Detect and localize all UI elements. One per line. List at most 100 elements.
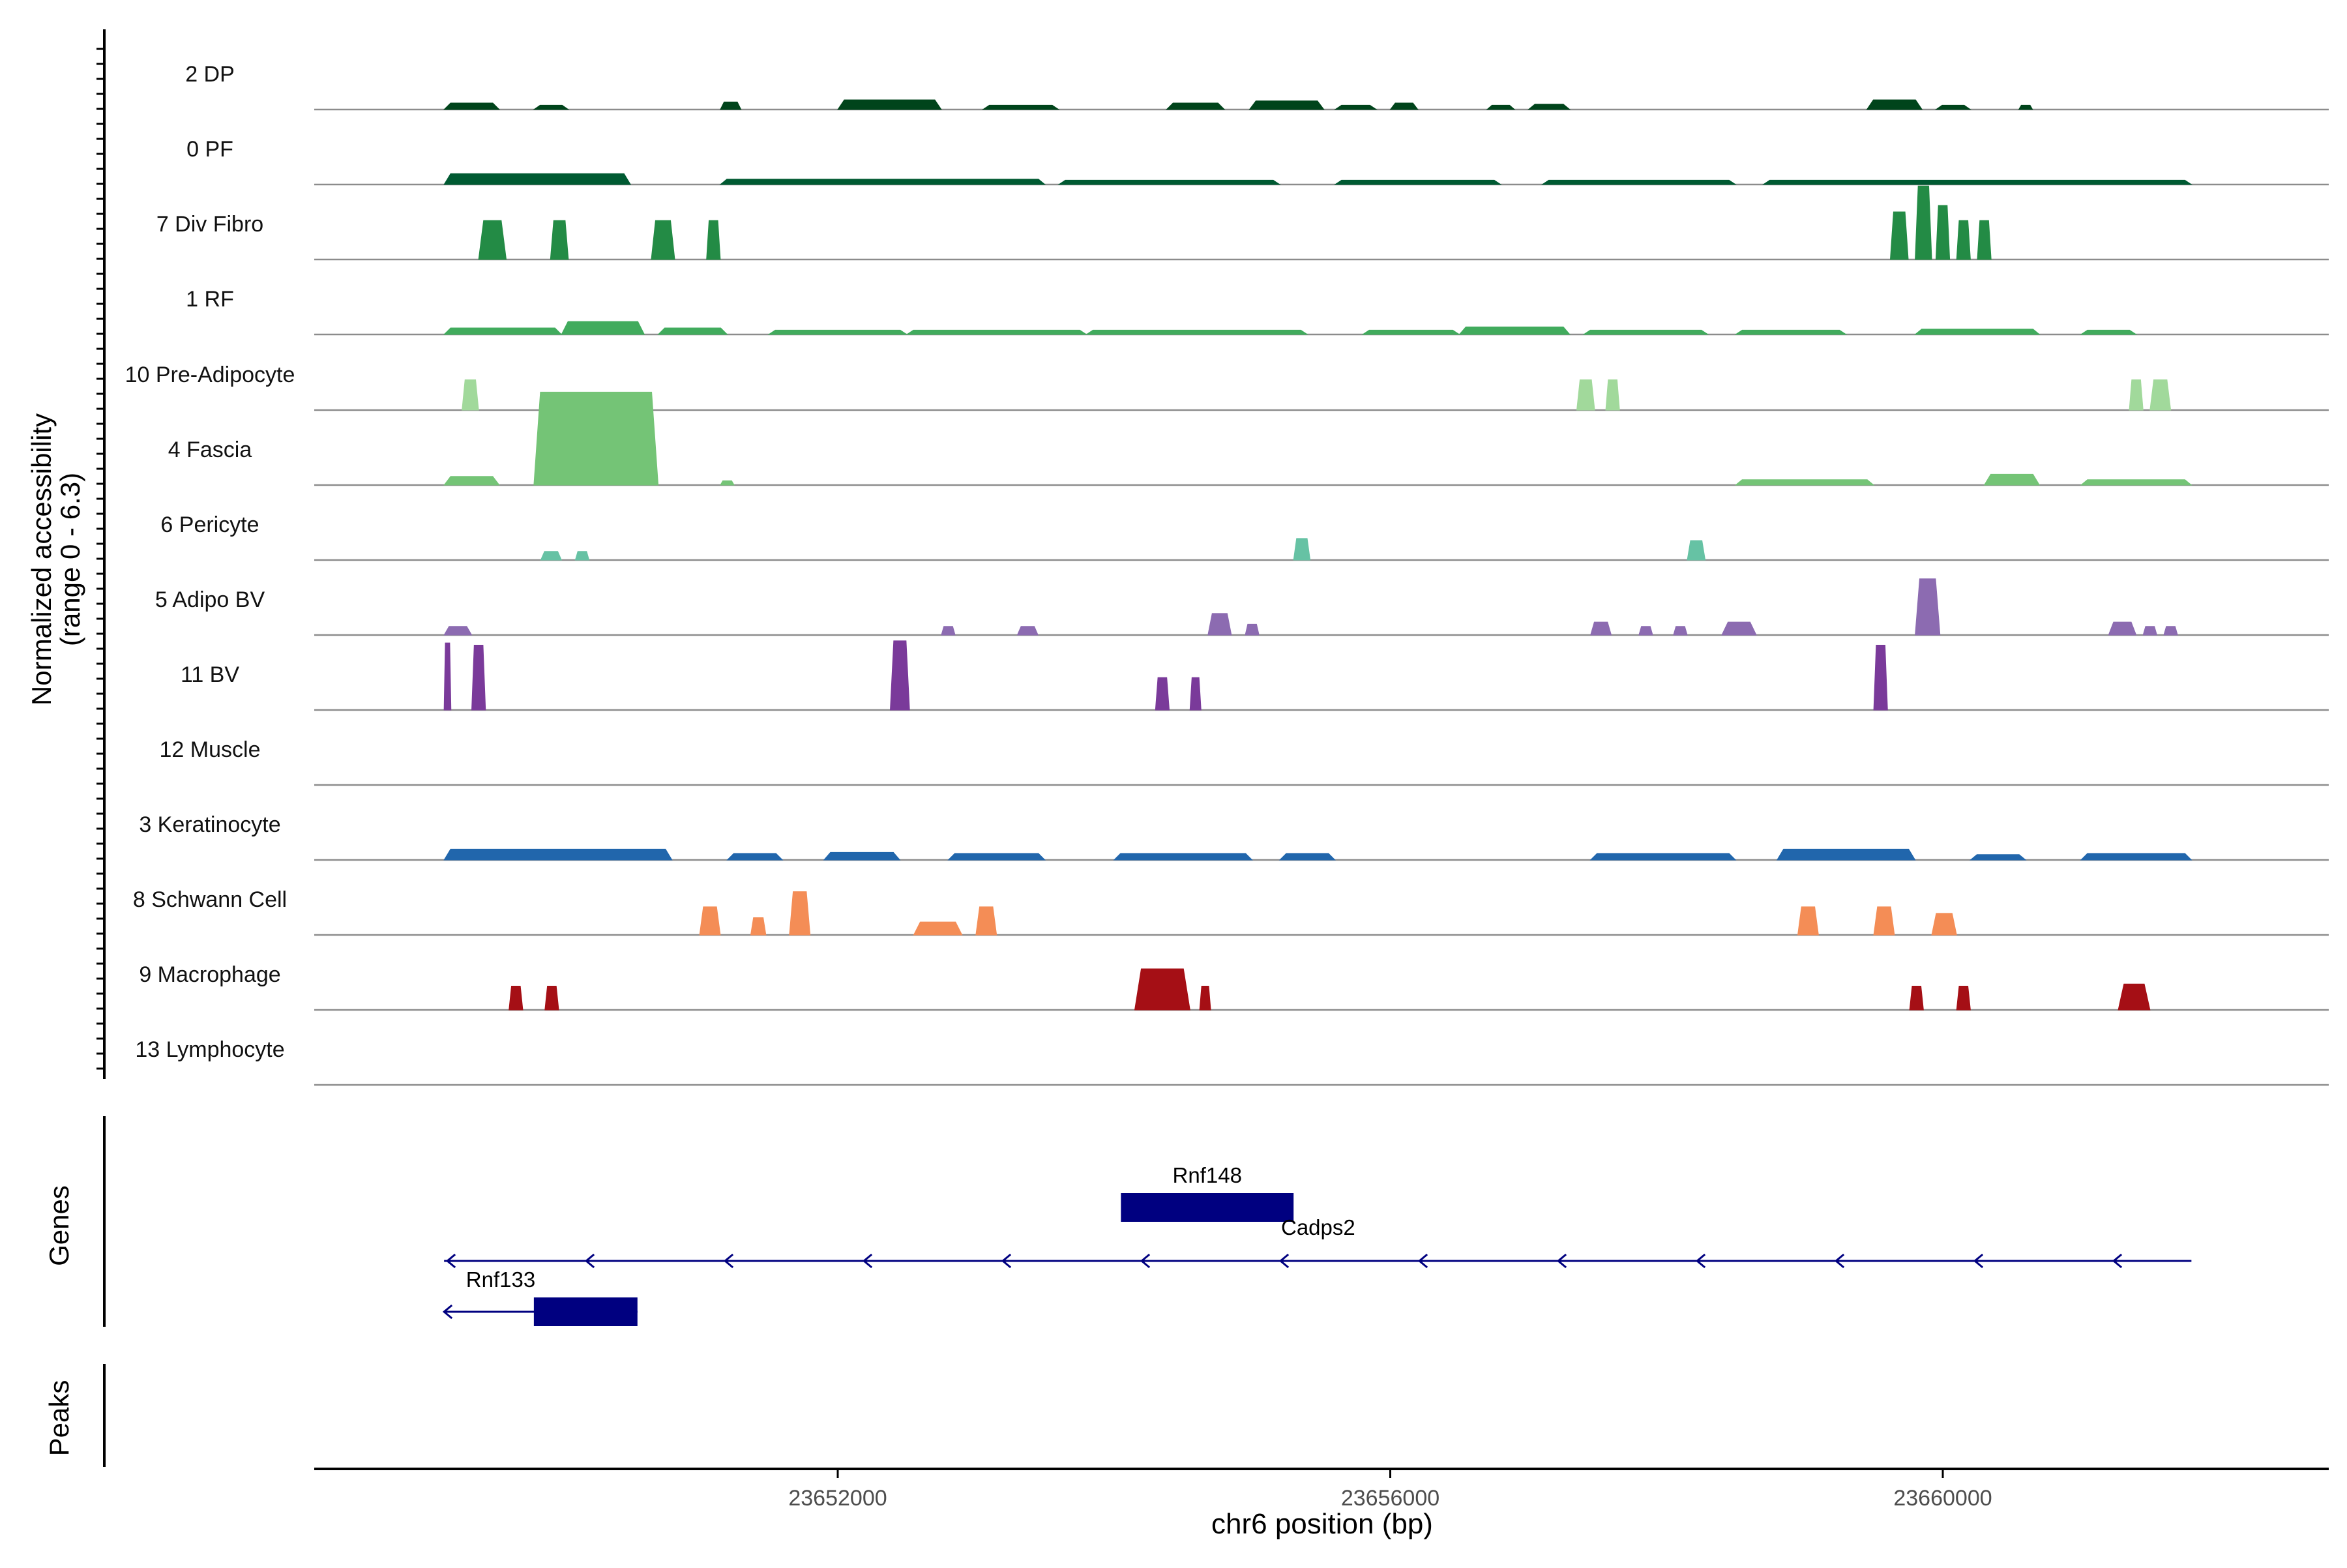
strand-arrow xyxy=(862,1253,873,1269)
coverage-peak xyxy=(2118,983,2151,1011)
track-label: 7 Div Fibro xyxy=(156,212,263,237)
coverage-peak xyxy=(1278,853,1336,861)
track-label: 11 BV xyxy=(181,662,239,687)
strand-arrow xyxy=(445,1253,456,1269)
track-label: 0 PF xyxy=(186,137,233,162)
coverage-peak xyxy=(1199,986,1211,1011)
track-5: 10 Pre-Adipocyte xyxy=(125,362,2329,411)
coverage-peak xyxy=(706,220,721,260)
coverage-peak xyxy=(1590,621,1612,636)
coverage-peak xyxy=(1977,220,1992,260)
x-tick-label: 23652000 xyxy=(788,1486,887,1511)
gene-label: Rnf133 xyxy=(466,1267,535,1292)
coverage-peak xyxy=(975,906,997,936)
coverage-peak xyxy=(719,179,1046,185)
x-axis-label: chr6 position (bp) xyxy=(1211,1508,1433,1540)
coverage-peak xyxy=(750,917,767,936)
coverage-peak xyxy=(443,102,501,110)
track-label: 4 Fascia xyxy=(168,437,252,462)
coverage-peak xyxy=(1776,848,1916,861)
coverage-peak xyxy=(1866,99,1923,110)
coverage-peak xyxy=(1085,329,1309,335)
coverage-peak xyxy=(1931,913,1957,936)
coverage-peak xyxy=(1638,626,1653,636)
coverage-peak xyxy=(2018,104,2033,110)
genes-layer: Rnf148 Cadps2 Rnf133 xyxy=(442,1163,2192,1326)
coverage-peak xyxy=(823,851,901,861)
coverage-peak xyxy=(1293,538,1311,561)
coverage-peak xyxy=(1361,329,1461,335)
coverage-peak xyxy=(2149,379,2172,411)
coverage-peak xyxy=(1934,104,1971,110)
coverage-peak xyxy=(443,626,473,636)
coverage-peak xyxy=(1134,968,1190,1011)
coverage-peak xyxy=(1762,179,2193,185)
track-label: 12 Muscle xyxy=(160,737,261,762)
coverage-peak xyxy=(1673,626,1688,636)
strand-arrow xyxy=(1834,1253,1845,1269)
track-12: 8 Schwann Cell xyxy=(133,887,2329,936)
coverage-peak xyxy=(533,391,659,486)
coverage-peak xyxy=(1589,853,1737,861)
coverage-peak xyxy=(1909,986,1924,1011)
coverage-peak xyxy=(1956,220,1971,260)
coverage-peak xyxy=(1166,102,1226,110)
coverage-peak xyxy=(1983,473,2041,486)
coverage-peak xyxy=(561,321,645,335)
coverage-peak xyxy=(1189,677,1202,711)
coverage-peak xyxy=(2080,329,2138,335)
y-axis-label: Normalized accessibility xyxy=(26,413,57,705)
track-9: 11 BV xyxy=(181,640,2329,711)
strand-arrow xyxy=(1417,1253,1428,1269)
track-4: 1 RF xyxy=(186,287,2329,336)
coverage-peak xyxy=(2108,621,2137,636)
coverage-peak xyxy=(981,104,1060,110)
x-axis: 23652000 23656000 23660000 xyxy=(314,1468,2329,1511)
coverage-peak xyxy=(1576,379,1595,411)
coverage-peak xyxy=(478,220,507,260)
coverage-peak xyxy=(443,848,673,861)
coverage-peak xyxy=(1889,211,1909,260)
coverage-peak xyxy=(1245,623,1260,636)
coverage-peak xyxy=(540,551,563,561)
coverage-peak xyxy=(471,644,486,711)
strand-arrow xyxy=(442,1304,453,1320)
track-14: 13 Lymphocyte xyxy=(135,1037,2329,1086)
coverage-peak xyxy=(720,480,735,486)
coverage-peak xyxy=(1582,329,1709,335)
coverage-peak xyxy=(443,327,563,335)
strand-arrow xyxy=(2112,1253,2123,1269)
coverage-peak xyxy=(443,173,632,185)
coverage-peak xyxy=(1334,104,1378,110)
coverage-peak xyxy=(462,379,479,411)
strand-arrow xyxy=(1556,1253,1567,1269)
coverage-peak xyxy=(1873,644,1888,711)
coverage-peak xyxy=(789,891,811,936)
coverage-peak xyxy=(1969,854,2027,861)
track-label: 3 Keratinocyte xyxy=(139,812,280,837)
coverage-peak xyxy=(2129,379,2144,411)
coverage-peak xyxy=(720,101,742,110)
coverage-peak xyxy=(1797,906,1819,936)
track-label: 1 RF xyxy=(186,287,234,312)
gene-cadps2: Cadps2 xyxy=(444,1215,2192,1269)
track-label: 6 Pericyte xyxy=(160,512,259,537)
coverage-peak xyxy=(947,853,1046,861)
y-axis-range-label: (range 0 - 6.3) xyxy=(55,473,85,646)
coverage-peak xyxy=(657,327,728,335)
strand-arrow xyxy=(1278,1253,1290,1269)
gene-label: Cadps2 xyxy=(1281,1215,1355,1239)
coverage-peak xyxy=(1734,479,1875,486)
x-tick-label: 23660000 xyxy=(1893,1486,1992,1511)
coverage-peak xyxy=(2080,853,2192,861)
coverage-peak xyxy=(509,986,524,1011)
coverage-peak xyxy=(574,551,590,561)
coverage-peak xyxy=(1334,179,1502,185)
coverage-peak xyxy=(550,220,569,260)
coverage-peak xyxy=(906,329,1088,335)
coverage-peak xyxy=(533,104,570,110)
coverage-peak xyxy=(1605,379,1620,411)
